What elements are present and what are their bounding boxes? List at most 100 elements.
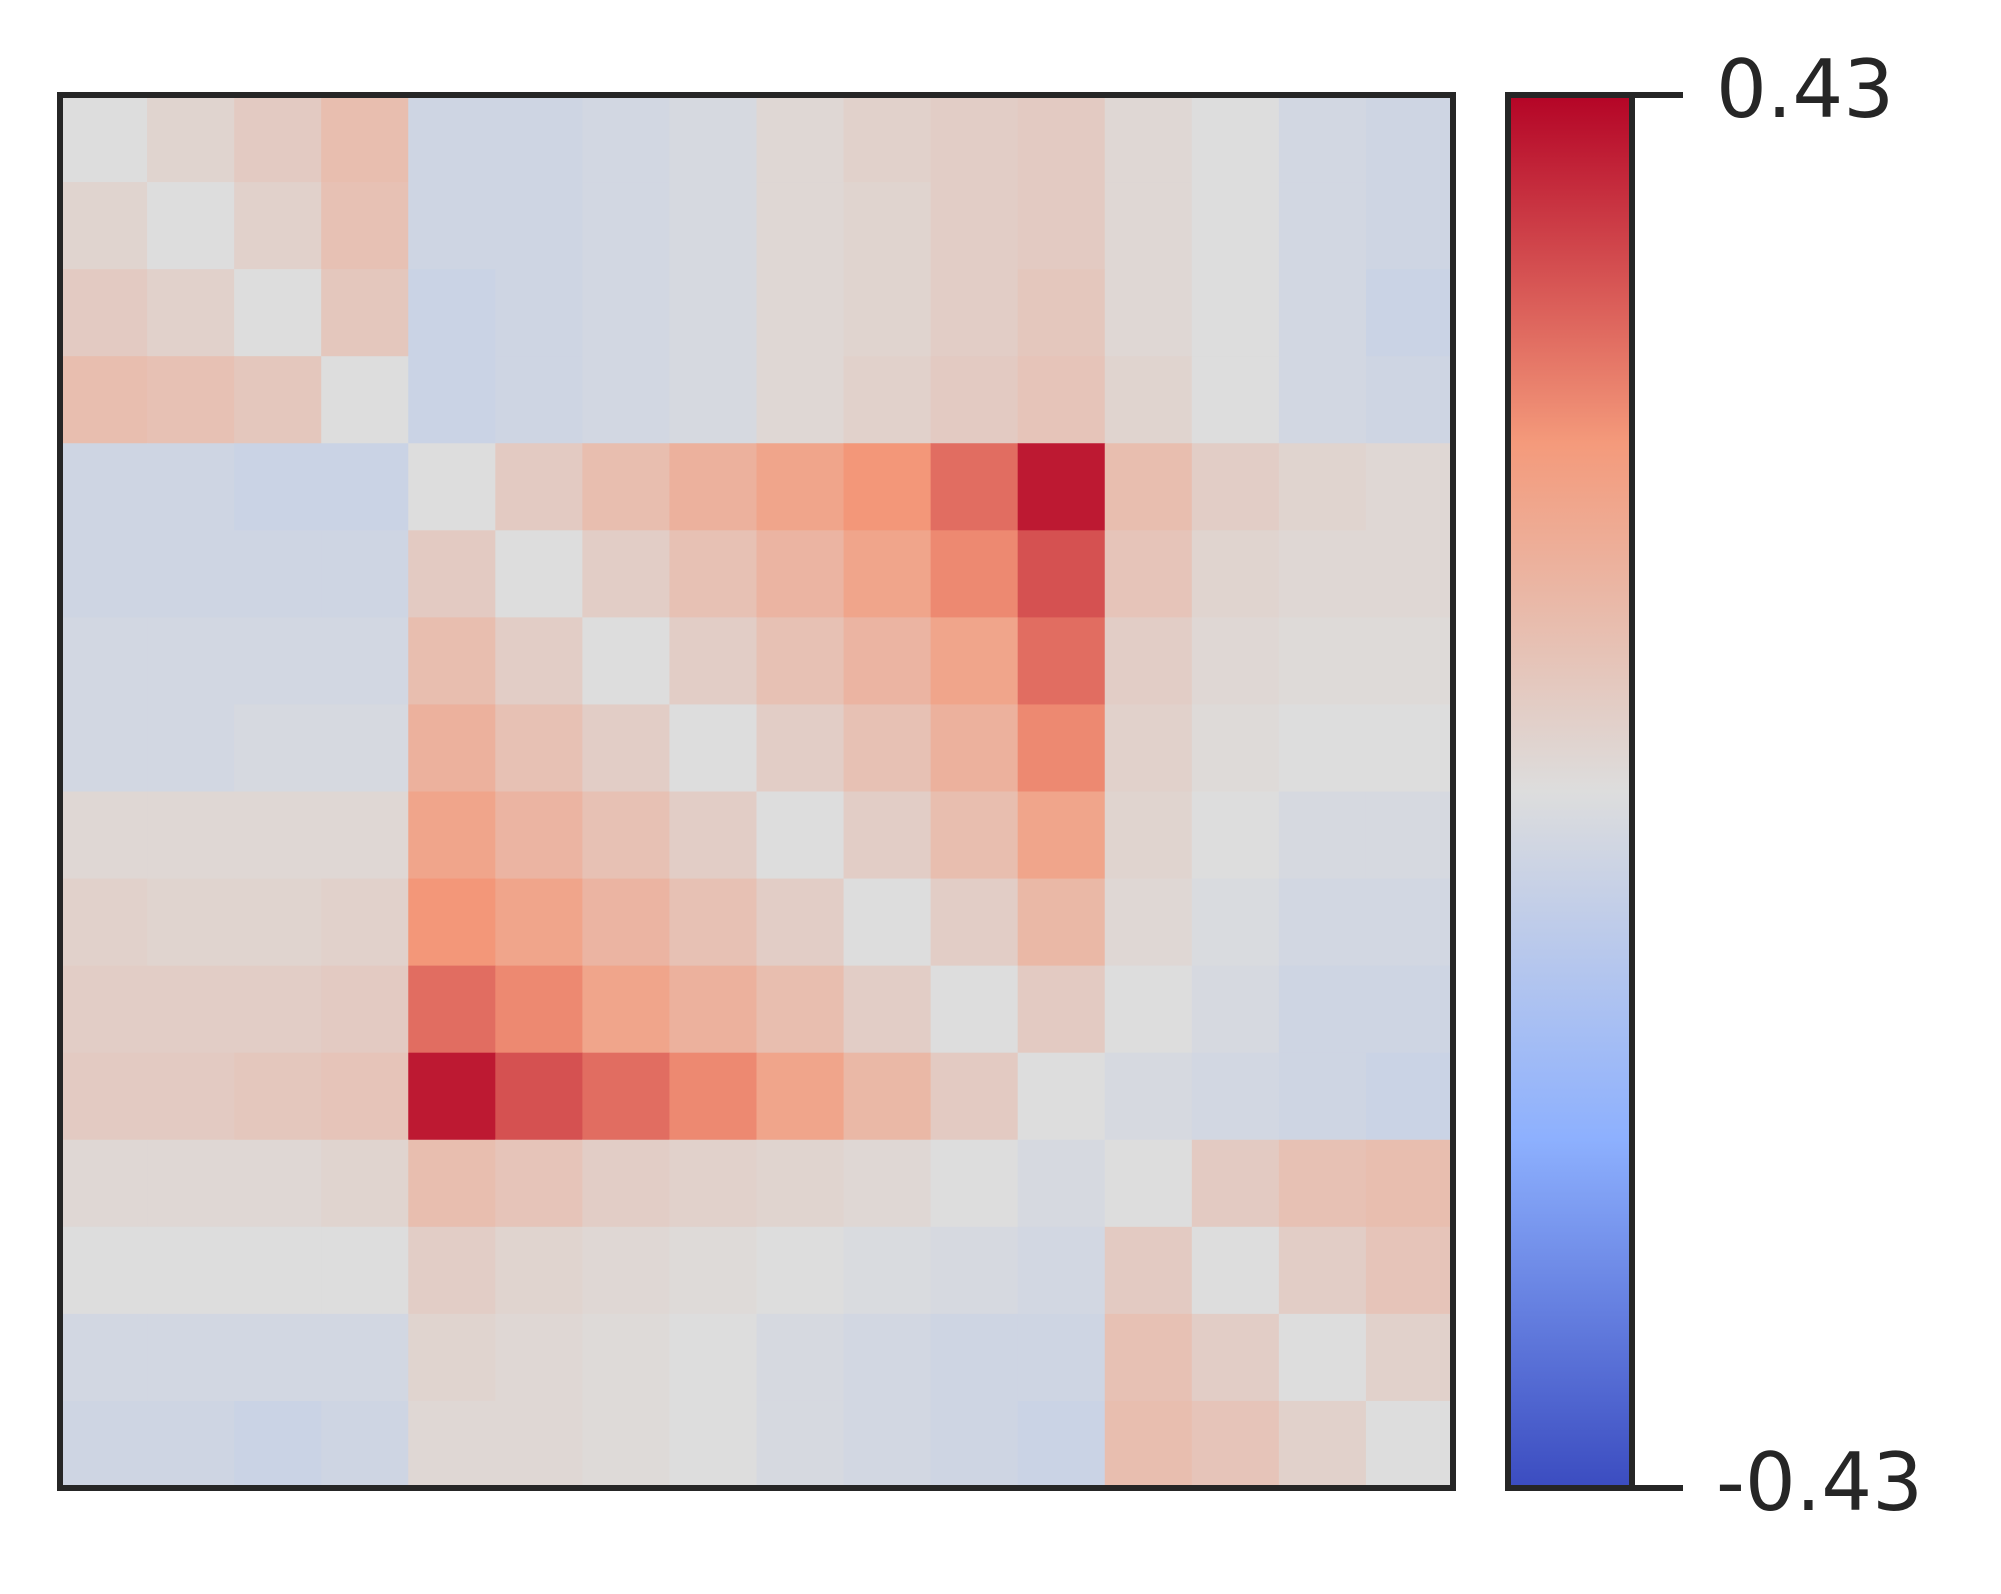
heatmap-cell xyxy=(1365,617,1454,706)
heatmap-cell xyxy=(1017,878,1106,967)
heatmap-cell xyxy=(147,443,235,531)
heatmap-cell xyxy=(1191,878,1280,967)
heatmap-cell xyxy=(60,617,148,706)
heatmap-cell xyxy=(582,1052,671,1141)
heatmap-cell xyxy=(147,1139,235,1228)
heatmap-cell xyxy=(756,1313,845,1402)
heatmap-cell xyxy=(930,1139,1019,1228)
heatmap-cell xyxy=(1104,356,1193,444)
heatmap-cell xyxy=(321,1139,409,1228)
heatmap-cell xyxy=(756,704,845,793)
heatmap-cell xyxy=(321,443,409,531)
heatmap-cell xyxy=(756,1400,845,1489)
heatmap-cell xyxy=(843,791,932,880)
heatmap-cell xyxy=(60,356,148,444)
heatmap-cell xyxy=(669,1400,758,1489)
heatmap-cell xyxy=(408,965,496,1054)
heatmap-cell xyxy=(1278,965,1367,1054)
heatmap-cell xyxy=(1365,1313,1454,1402)
heatmap-cell xyxy=(582,1400,671,1489)
heatmap-cell xyxy=(1017,443,1106,531)
heatmap-cell xyxy=(843,878,932,967)
heatmap-cell xyxy=(147,791,235,880)
heatmap-cell xyxy=(1017,704,1106,793)
heatmap-cell xyxy=(1278,1052,1367,1141)
heatmap-cell xyxy=(582,443,671,531)
heatmap-cell xyxy=(234,1313,322,1402)
heatmap-cell xyxy=(669,1139,758,1228)
heatmap-cell xyxy=(60,443,148,531)
heatmap-cell xyxy=(1278,182,1367,270)
heatmap-cell xyxy=(147,1226,235,1315)
colorbar-tick-label: 0.43 xyxy=(1716,43,1894,136)
heatmap-cell xyxy=(408,704,496,793)
heatmap-cell xyxy=(234,1400,322,1489)
heatmap-cell xyxy=(234,1139,322,1228)
heatmap-cell xyxy=(843,1226,932,1315)
heatmap-cell xyxy=(1365,356,1454,444)
heatmap-cell xyxy=(843,269,932,357)
heatmap-cell xyxy=(408,530,496,618)
heatmap-cell xyxy=(669,1052,758,1141)
heatmap-cell xyxy=(408,878,496,967)
heatmap-cell xyxy=(756,443,845,531)
heatmap-cell xyxy=(930,269,1019,357)
heatmap-cell xyxy=(1017,269,1106,357)
heatmap-cell xyxy=(1278,1313,1367,1402)
heatmap-cell xyxy=(495,1052,583,1141)
heatmap-cell xyxy=(408,1226,496,1315)
heatmap-cell xyxy=(1104,182,1193,270)
heatmap-cell xyxy=(1191,791,1280,880)
heatmap-cell xyxy=(408,182,496,270)
heatmap-cell xyxy=(495,182,583,270)
heatmap-cell xyxy=(1017,95,1106,183)
heatmap-cell xyxy=(495,704,583,793)
heatmap-cell xyxy=(756,1052,845,1141)
heatmap-cell xyxy=(1017,1313,1106,1402)
heatmap-cell xyxy=(1365,530,1454,618)
heatmap-cell xyxy=(756,617,845,706)
heatmap-cell xyxy=(1104,704,1193,793)
heatmap-cell xyxy=(669,269,758,357)
heatmap-cell xyxy=(1017,965,1106,1054)
heatmap-cell xyxy=(321,95,409,183)
heatmap-cell xyxy=(582,965,671,1054)
heatmap-cell xyxy=(669,1313,758,1402)
heatmap-cell xyxy=(1017,356,1106,444)
heatmap-cell xyxy=(321,530,409,618)
heatmap-cell xyxy=(495,95,583,183)
heatmap-cell xyxy=(321,704,409,793)
heatmap-cell xyxy=(147,617,235,706)
heatmap-cell xyxy=(1104,1226,1193,1315)
heatmap-cell xyxy=(60,530,148,618)
plot-frame xyxy=(57,92,1456,1491)
heatmap-cell xyxy=(930,443,1019,531)
heatmap-cell xyxy=(60,1052,148,1141)
heatmap-cell xyxy=(495,269,583,357)
heatmap-cell xyxy=(930,530,1019,618)
heatmap-cell xyxy=(234,269,322,357)
heatmap-cell xyxy=(669,1226,758,1315)
heatmap-cell xyxy=(930,182,1019,270)
heatmap-cell xyxy=(234,443,322,531)
heatmap-cell xyxy=(408,617,496,706)
heatmap-cell xyxy=(582,1313,671,1402)
heatmap-cell xyxy=(756,530,845,618)
heatmap-cell xyxy=(582,617,671,706)
heatmap-cell xyxy=(1365,182,1454,270)
heatmap-cell xyxy=(1017,1226,1106,1315)
heatmap-cell xyxy=(669,530,758,618)
heatmap-cell xyxy=(1278,1226,1367,1315)
heatmap-cell xyxy=(843,965,932,1054)
heatmap-cell xyxy=(321,878,409,967)
heatmap-cell xyxy=(147,182,235,270)
colorbar-tick-label: -0.43 xyxy=(1716,1436,1923,1529)
heatmap-cell xyxy=(843,1139,932,1228)
heatmap-cell xyxy=(60,704,148,793)
heatmap-cell xyxy=(1191,1400,1280,1489)
heatmap-cell xyxy=(669,443,758,531)
heatmap-cell xyxy=(930,1400,1019,1489)
heatmap-cell xyxy=(930,1226,1019,1315)
heatmap-cell xyxy=(1365,1400,1454,1489)
heatmap-cell xyxy=(60,1226,148,1315)
